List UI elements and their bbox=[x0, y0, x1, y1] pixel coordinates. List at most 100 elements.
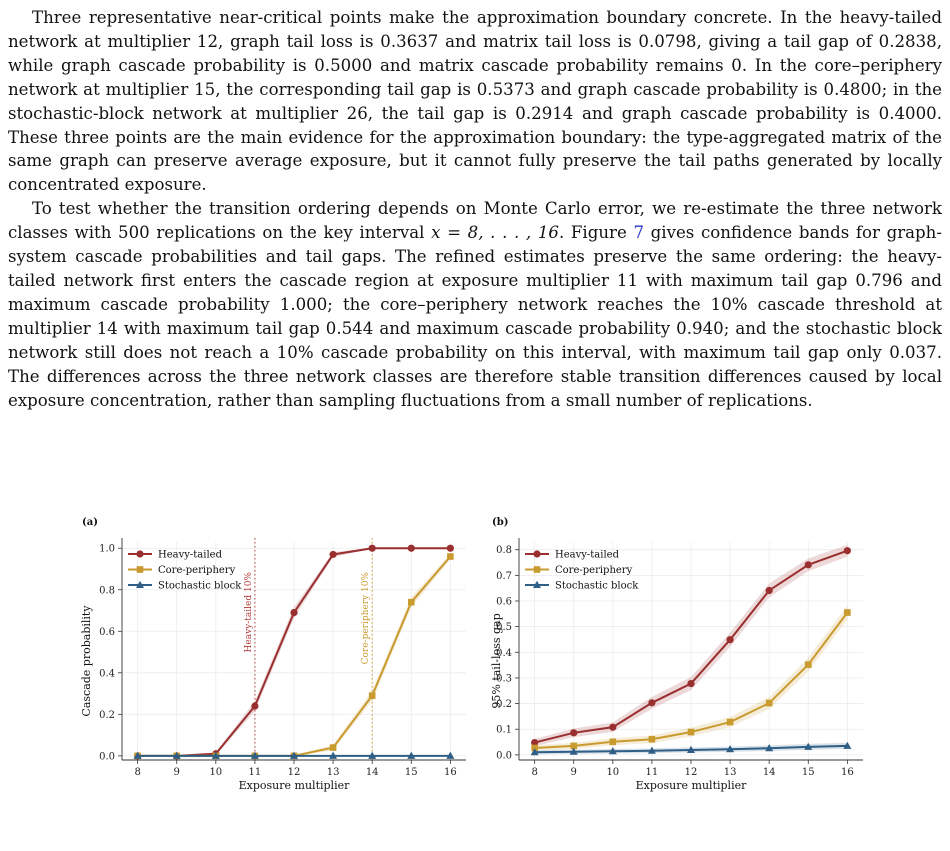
legend-marker bbox=[533, 566, 541, 573]
data-point bbox=[687, 679, 695, 688]
data-point bbox=[804, 742, 813, 750]
data-point bbox=[726, 636, 734, 644]
y-tick-label: 0.1 bbox=[496, 725, 512, 736]
x-tick-label: 14 bbox=[366, 767, 379, 778]
legend-marker bbox=[136, 550, 144, 558]
legend-label: Stochastic block bbox=[158, 581, 242, 592]
x-tick-label: 13 bbox=[724, 767, 737, 778]
y-tick-label: 0.2 bbox=[99, 710, 115, 721]
data-point bbox=[726, 718, 734, 726]
paragraph-2-math: x = 8, . . . , 16 bbox=[431, 223, 559, 243]
chart-panel-b: 8 9 10 11 12 13 14 15 16 0.0 0.1 0.2 0.3 0.4 0.5 0.6 0.7… bbox=[490, 517, 863, 792]
y-tick-label: 0.5 bbox=[496, 622, 512, 633]
data-point bbox=[251, 702, 259, 710]
data-point bbox=[765, 699, 773, 707]
y-tick-label: 0.7 bbox=[496, 571, 512, 582]
x-tick-label: 10 bbox=[209, 767, 222, 778]
x-tick-label: 16 bbox=[444, 767, 457, 778]
y-tick-label: 0.3 bbox=[496, 673, 512, 684]
threshold-label: Heavy-tailed 10% bbox=[244, 572, 254, 653]
paragraph-2-part-a: To test whether the transition ordering … bbox=[8, 199, 942, 243]
x-axis-label: Exposure multiplier bbox=[636, 779, 747, 792]
data-point bbox=[368, 692, 376, 699]
data-point bbox=[843, 547, 851, 555]
legend-label: Core-periphery bbox=[158, 565, 236, 576]
data-point bbox=[609, 738, 617, 746]
data-point bbox=[531, 744, 538, 752]
data-point bbox=[368, 751, 377, 759]
legend-marker bbox=[533, 580, 541, 588]
paragraph-1: Three representative near-critical point… bbox=[8, 8, 942, 195]
y-tick-label: 0.8 bbox=[496, 545, 512, 556]
data-point bbox=[329, 751, 338, 759]
data-point bbox=[329, 744, 337, 751]
y-axis-label: Cascade probability bbox=[80, 605, 93, 717]
data-point bbox=[804, 561, 812, 569]
data-point bbox=[647, 746, 656, 754]
legend-marker bbox=[533, 550, 541, 558]
legend-label: Heavy-tailed bbox=[158, 550, 223, 561]
data-point bbox=[530, 748, 539, 756]
y-tick-label: 0.0 bbox=[99, 751, 115, 762]
y-tick-label: 1.0 bbox=[99, 544, 115, 555]
x-tick-label: 16 bbox=[841, 767, 854, 778]
y-tick-label: 0.6 bbox=[496, 596, 512, 607]
data-point bbox=[687, 745, 695, 753]
body-text: Three representative near-critical point… bbox=[8, 6, 942, 412]
data-point bbox=[844, 609, 851, 616]
legend-label: Stochastic block bbox=[555, 581, 639, 592]
x-tick-label: 8 bbox=[531, 767, 537, 778]
data-point bbox=[407, 544, 415, 552]
data-point bbox=[133, 751, 142, 759]
x-tick-label: 13 bbox=[327, 767, 340, 778]
data-point bbox=[447, 553, 454, 560]
data-point bbox=[250, 751, 259, 759]
data-point bbox=[211, 751, 220, 759]
data-point bbox=[609, 723, 617, 731]
data-point bbox=[446, 544, 454, 552]
data-point bbox=[804, 661, 812, 668]
data-point bbox=[446, 751, 455, 759]
x-tick-label: 15 bbox=[802, 767, 815, 778]
legend-label: Core-periphery bbox=[555, 565, 633, 576]
data-point bbox=[290, 751, 298, 759]
confidence-band bbox=[137, 553, 451, 757]
paragraph-2: To test whether the transition ordering … bbox=[8, 197, 942, 412]
y-tick-label: 0.4 bbox=[99, 668, 115, 679]
data-point bbox=[531, 738, 539, 747]
x-tick-label: 12 bbox=[685, 767, 698, 778]
y-axis-label: 95% tail-loss gap bbox=[490, 613, 503, 708]
paragraph-2-part-b: . Figure bbox=[558, 223, 634, 243]
x-tick-label: 15 bbox=[405, 767, 418, 778]
x-tick-label: 10 bbox=[606, 767, 619, 778]
data-point bbox=[843, 741, 852, 749]
legend-label: Heavy-tailed bbox=[555, 550, 620, 561]
y-tick-label: 0.8 bbox=[99, 585, 115, 596]
x-tick-label: 12 bbox=[288, 767, 301, 778]
y-tick-label: 0.2 bbox=[496, 699, 512, 710]
y-tick-label: 0.6 bbox=[99, 627, 115, 638]
x-axis-label: Exposure multiplier bbox=[239, 779, 350, 792]
data-point bbox=[329, 550, 337, 559]
data-point bbox=[570, 729, 578, 737]
panel-label: (b) bbox=[492, 517, 508, 528]
x-tick-label: 11 bbox=[249, 767, 262, 778]
data-point bbox=[570, 742, 578, 750]
data-point bbox=[608, 747, 617, 755]
x-tick-label: 9 bbox=[174, 767, 180, 778]
data-point bbox=[407, 598, 415, 606]
data-point bbox=[648, 699, 656, 707]
x-tick-label: 9 bbox=[571, 767, 577, 778]
panel-label: (a) bbox=[82, 517, 98, 528]
data-point bbox=[407, 751, 416, 759]
data-point bbox=[726, 745, 735, 753]
threshold-label: Core-periphery 10% bbox=[361, 572, 371, 665]
data-point bbox=[648, 735, 656, 743]
data-point bbox=[569, 747, 578, 755]
legend-marker bbox=[136, 580, 144, 588]
data-point bbox=[687, 728, 695, 736]
y-tick-label: 0.0 bbox=[496, 750, 512, 761]
x-tick-label: 14 bbox=[763, 767, 776, 778]
figure-ref-link[interactable]: 7 bbox=[633, 223, 644, 243]
